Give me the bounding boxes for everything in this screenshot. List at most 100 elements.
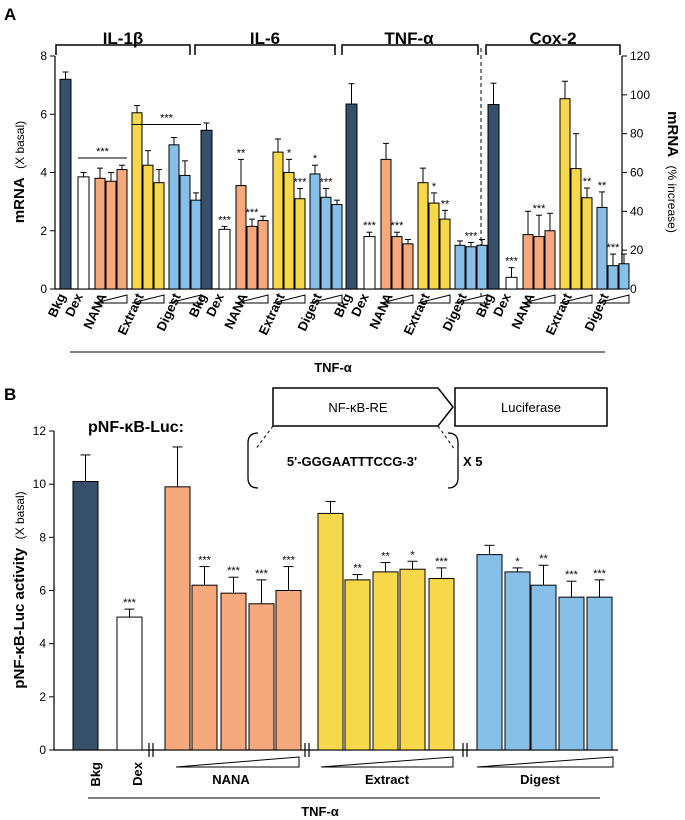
a-significance: *** bbox=[160, 112, 174, 124]
a-bar bbox=[439, 218, 451, 290]
a-xlabel: NANA bbox=[221, 290, 251, 331]
a-bar bbox=[200, 129, 213, 290]
a-bar bbox=[581, 197, 593, 290]
a-significance: *** bbox=[505, 256, 519, 268]
a-dose-wedge bbox=[559, 294, 593, 304]
a-bar bbox=[607, 265, 619, 290]
a-bar bbox=[190, 199, 202, 290]
a-dose-wedge bbox=[380, 294, 414, 304]
a-significance: * bbox=[432, 181, 437, 193]
b-significance: *** bbox=[255, 568, 269, 580]
a-bar bbox=[153, 182, 165, 290]
group-bracket-cox2 bbox=[485, 44, 621, 55]
a-dose-wedge bbox=[522, 294, 556, 304]
a-significance: *** bbox=[533, 203, 547, 215]
a-bar bbox=[309, 173, 321, 290]
b-bar bbox=[476, 554, 503, 751]
a-right-tick-label: 100 bbox=[630, 88, 650, 102]
b-construct-dash-left bbox=[254, 425, 274, 451]
b-xlabel-extract: Extract bbox=[365, 772, 410, 787]
a-right-tick-label: 80 bbox=[630, 127, 644, 141]
b-construct-box-nfkbre bbox=[272, 387, 454, 427]
b-axis-title-unit: (X basal) bbox=[13, 491, 27, 539]
a-xlabel: Dex bbox=[348, 290, 372, 319]
group-title-cox2: Cox-2 bbox=[529, 29, 576, 48]
b-significance: *** bbox=[227, 565, 241, 577]
a-xlabel: NANA bbox=[508, 290, 538, 331]
b-construct-title: pNF-κB-Luc: bbox=[88, 419, 184, 436]
a-significance: *** bbox=[391, 220, 405, 232]
a-xlabel: Dex bbox=[203, 290, 227, 319]
a-bar bbox=[454, 244, 466, 290]
b-bar bbox=[275, 590, 302, 751]
a-significance: ** bbox=[237, 147, 246, 159]
b-significance: ** bbox=[381, 551, 390, 563]
a-significance: *** bbox=[363, 220, 377, 232]
b-bar bbox=[191, 584, 218, 751]
a-bar bbox=[218, 228, 231, 290]
b-bar bbox=[220, 592, 247, 751]
b-xlabel-dex: Dex bbox=[130, 761, 145, 786]
panel-a-bars: ************************* ***************… bbox=[59, 71, 630, 290]
a-right-tick-label: 120 bbox=[630, 49, 650, 63]
a-right-axis-title-unit: (% increase) bbox=[665, 165, 679, 232]
b-xlabel-digest: Digest bbox=[520, 772, 560, 787]
b-construct-box-luciferase-label: Luciferase bbox=[501, 400, 561, 415]
b-bar bbox=[428, 578, 455, 751]
a-bar bbox=[522, 234, 534, 290]
b-significance: *** bbox=[198, 555, 212, 567]
a-bar bbox=[320, 196, 332, 290]
a-bar bbox=[544, 230, 556, 290]
panel-a-label: A bbox=[4, 5, 16, 24]
a-right-tick-label: 20 bbox=[630, 243, 644, 257]
a-xlabel: Dex bbox=[62, 290, 86, 319]
b-bar bbox=[116, 616, 143, 751]
b-tick-label: 8 bbox=[39, 530, 46, 544]
b-sequence: 5'-GGGAATTTCCG-3' bbox=[287, 454, 417, 469]
b-bar bbox=[164, 486, 191, 751]
b-significance: *** bbox=[565, 569, 579, 581]
a-left-tick-label: 4 bbox=[40, 166, 47, 180]
a-left-tick-label: 6 bbox=[40, 107, 47, 121]
b-construct-dash-right bbox=[437, 425, 456, 451]
a-left-tick-label: 2 bbox=[40, 224, 47, 238]
a-bar bbox=[131, 112, 143, 290]
a-significance: * bbox=[313, 153, 318, 165]
group-bracket-il6 bbox=[194, 44, 336, 55]
a-bar bbox=[77, 176, 90, 290]
b-bar bbox=[248, 603, 275, 751]
a-dose-wedge bbox=[454, 294, 488, 304]
b-bar bbox=[586, 596, 613, 751]
b-repeat: X 5 bbox=[463, 454, 483, 469]
a-bar bbox=[105, 180, 117, 290]
panel-a-group-headers: IL-1β IL-6 TNF-α Cox-2 bbox=[55, 29, 621, 55]
b-sequence-brace-left bbox=[247, 432, 259, 489]
a-significance: ** bbox=[583, 176, 592, 188]
group-title-il6: IL-6 bbox=[250, 29, 280, 48]
a-significance: *** bbox=[607, 242, 621, 254]
a-bar bbox=[59, 78, 72, 290]
panel-b-axes: 0 2 4 6 8 10 12 bbox=[33, 424, 618, 757]
a-bar bbox=[465, 246, 477, 290]
b-construct-box-luciferase bbox=[454, 387, 608, 427]
a-significance: ** bbox=[598, 180, 607, 192]
panel-b-bars: ********* ********** **** * ***** *** bbox=[72, 446, 613, 751]
a-bar bbox=[618, 263, 630, 290]
b-significance: ** bbox=[353, 563, 362, 575]
a-bar bbox=[94, 177, 106, 290]
a-bar bbox=[505, 276, 518, 290]
b-axis-title-main: pNF-κB-Luc activity bbox=[11, 547, 28, 689]
a-right-axis-title: mRNA (% increase) bbox=[664, 111, 681, 233]
a-dose-wedge bbox=[417, 294, 451, 304]
b-dose-wedge bbox=[175, 756, 300, 768]
b-bar bbox=[72, 481, 99, 751]
a-significance: *** bbox=[96, 146, 110, 158]
a-left-axis-title: mRNA (X basal) bbox=[11, 121, 28, 223]
b-xlabel-bkg: Bkg bbox=[88, 762, 103, 787]
b-tick-label: 6 bbox=[39, 584, 46, 598]
a-xlabel: NANA bbox=[80, 290, 110, 331]
a-xlabel: Dex bbox=[490, 290, 514, 319]
group-bracket-tnfa bbox=[341, 44, 479, 55]
a-significance: *** bbox=[218, 214, 232, 226]
